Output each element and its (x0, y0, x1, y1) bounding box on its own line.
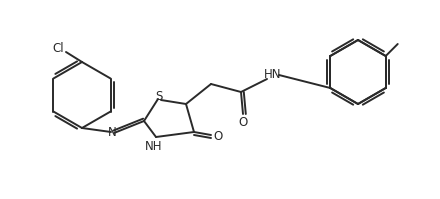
Text: O: O (213, 130, 223, 142)
Text: Cl: Cl (52, 42, 64, 55)
Text: O: O (238, 115, 248, 129)
Text: NH: NH (145, 139, 163, 152)
Text: HN: HN (264, 68, 282, 82)
Text: S: S (155, 90, 163, 102)
Text: N: N (108, 127, 116, 139)
